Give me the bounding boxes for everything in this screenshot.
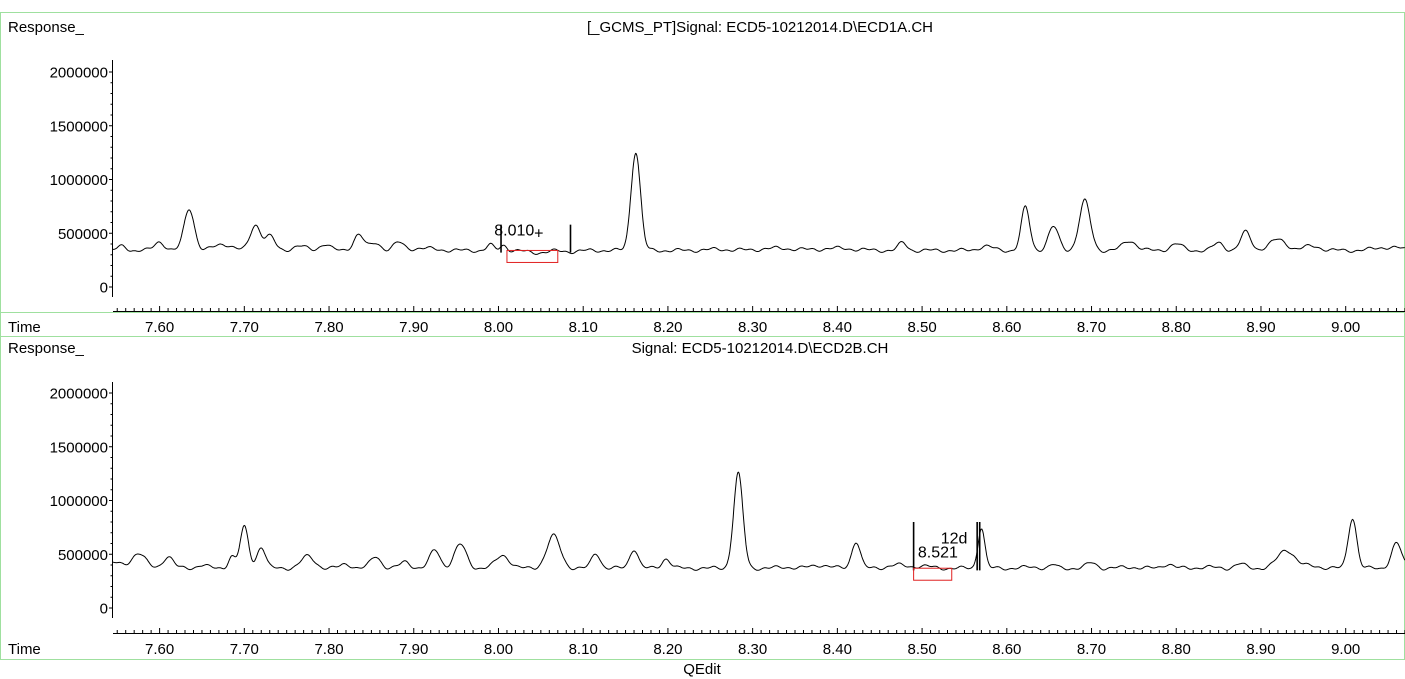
chart-title: [_GCMS_PT]Signal: ECD5-10212014.D\ECD1A.… (587, 19, 933, 36)
x-tick-label: 8.70 (1077, 641, 1106, 658)
x-tick-label: 8.90 (1246, 641, 1275, 658)
integration-box (506, 249, 559, 263)
x-tick-label: 8.80 (1162, 641, 1191, 658)
chart-panel-ecd1a: Response_ [_GCMS_PT]Signal: ECD5-1021201… (0, 12, 1405, 337)
footer-label: QEdit (683, 661, 721, 678)
y-tick-label: 500000 (58, 547, 108, 564)
plot-area: 8.010 + (113, 152, 1405, 263)
x-tick-label: 7.90 (399, 641, 428, 658)
panel-frame (0, 336, 1405, 660)
x-tick-label: 9.00 (1331, 641, 1360, 658)
x-tick-label: 7.80 (314, 641, 343, 658)
x-tick-label: 8.10 (569, 641, 598, 658)
x-tick-label: 7.60 (145, 319, 174, 336)
signal-trace (112, 471, 1405, 571)
axis-ticks: 0 500000 1000000 1500000 2000000 7.60 7.70 7.80… (50, 60, 1405, 336)
y-tick-label: 1500000 (50, 439, 108, 456)
x-tick-label: 7.60 (145, 641, 174, 658)
x-axis-label: Time (8, 641, 41, 658)
peak-annotation: 12d (941, 531, 968, 548)
y-tick-label: 1500000 (50, 118, 108, 135)
x-tick-label: 8.00 (484, 641, 513, 658)
peak-annotation: 8.521 (918, 544, 958, 561)
x-tick-label: 8.00 (484, 319, 513, 336)
panel-frame (0, 12, 1405, 337)
x-tick-label: 8.60 (992, 641, 1021, 658)
x-tick-label: 8.10 (569, 319, 598, 336)
x-tick-label: 8.50 (907, 641, 936, 658)
x-tick-label: 8.50 (907, 319, 936, 336)
y-tick-label: 1000000 (50, 493, 108, 510)
y-tick-label: 2000000 (50, 386, 108, 403)
x-tick-label: 7.70 (230, 319, 259, 336)
integration-box (913, 567, 953, 581)
peak-annotation: 8.010 (494, 222, 534, 239)
y-tick-label: 1000000 (50, 172, 108, 189)
chart-title: Signal: ECD5-10212014.D\ECD2B.CH (632, 340, 889, 357)
x-tick-label: 8.20 (653, 641, 682, 658)
signal-trace (113, 152, 1405, 255)
y-axis-label: Response_ (8, 340, 85, 357)
x-tick-label: 9.00 (1331, 319, 1360, 336)
y-tick-label: 2000000 (50, 65, 108, 82)
x-tick-label: 8.60 (992, 319, 1021, 336)
x-tick-label: 8.20 (653, 319, 682, 336)
x-tick-label: 8.90 (1246, 319, 1275, 336)
x-tick-label: 8.40 (823, 641, 852, 658)
x-tick-label: 8.80 (1162, 319, 1191, 336)
x-tick-label: 8.40 (823, 319, 852, 336)
x-axis-label: Time (8, 319, 41, 336)
y-tick-label: 500000 (58, 226, 108, 243)
chart-panel-ecd2b: Response_ Signal: ECD5-10212014.D\ECD2B.… (0, 336, 1405, 660)
axis-ticks: 0 500000 1000000 1500000 2000000 7.60 7.70 7.80… (50, 382, 1405, 658)
x-tick-label: 8.30 (738, 319, 767, 336)
x-tick-label: 8.70 (1077, 319, 1106, 336)
x-tick-label: 7.90 (399, 319, 428, 336)
x-tick-label: 8.30 (738, 641, 767, 658)
x-tick-label: 7.70 (230, 641, 259, 658)
x-tick-label: 7.80 (314, 319, 343, 336)
y-axis-label: Response_ (8, 19, 85, 36)
y-tick-label: 0 (100, 280, 108, 297)
y-tick-label: 0 (100, 601, 108, 618)
peak-annotation: + (534, 226, 543, 243)
